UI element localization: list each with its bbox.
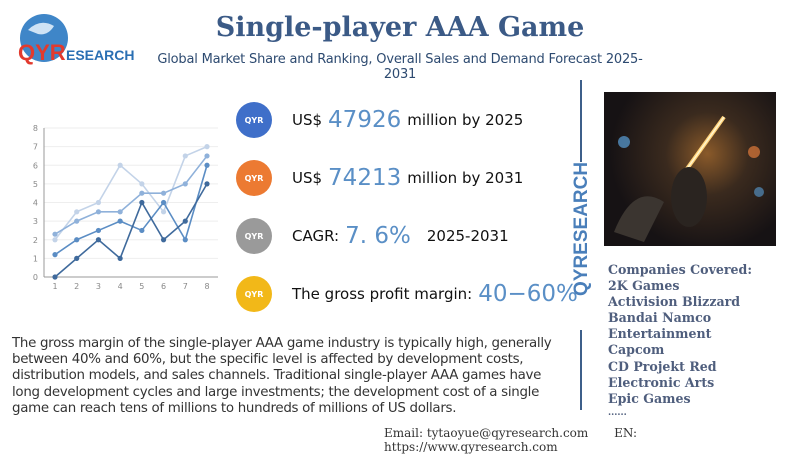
page-title: Single-player AAA Game (215, 12, 585, 43)
data-point (52, 231, 58, 237)
data-point (52, 274, 58, 280)
stat-value: 47926 (328, 107, 402, 133)
data-point (117, 209, 123, 215)
data-point (74, 218, 80, 224)
data-point (204, 144, 210, 150)
qyr-globe-icon: QYR (236, 276, 272, 312)
stat-suffix: million by 2025 (407, 111, 524, 129)
data-point (74, 255, 80, 261)
x-tick-label: 4 (118, 282, 123, 291)
data-point (182, 181, 188, 187)
y-tick-label: 7 (33, 143, 38, 152)
y-tick-label: 1 (33, 254, 38, 263)
footer: Email: tytaoyue@qyresearch.com EN: https… (384, 426, 800, 454)
stat-prefix: The gross profit margin: (292, 285, 473, 303)
data-point (204, 162, 210, 168)
companies-list: Companies Covered: 2K Games Activision B… (608, 262, 752, 419)
company-item: Entertainment (608, 326, 712, 342)
data-point (52, 252, 58, 258)
data-point (52, 237, 58, 243)
y-tick-label: 4 (33, 199, 38, 208)
x-tick-label: 2 (74, 282, 79, 291)
y-tick-label: 0 (33, 273, 38, 282)
data-point (117, 162, 123, 168)
qyr-globe-icon: QYR (236, 218, 272, 254)
data-point (204, 181, 210, 187)
series-line-1 (54, 145, 208, 241)
company-item: ...... (608, 407, 627, 418)
stat-2025: QYR US$ 47926 million by 2025 (236, 100, 523, 140)
svg-text:ESEARCH: ESEARCH (66, 47, 134, 63)
stat-cagr: QYR CAGR: 7. 6% 2025-2031 (236, 216, 509, 256)
game-artwork (604, 92, 776, 246)
company-item: 2K Games (608, 278, 680, 294)
company-item: CD Projekt Red (608, 358, 717, 374)
y-tick-label: 8 (33, 124, 38, 133)
stat-prefix: CAGR: (292, 227, 340, 245)
data-point (182, 218, 188, 224)
series-line-2 (54, 155, 208, 235)
stat-value: 7. 6% (345, 223, 411, 249)
stat-2031: QYR US$ 74213 million by 2031 (236, 158, 523, 198)
company-item: Activision Blizzard (608, 294, 741, 310)
x-tick-label: 8 (204, 282, 209, 291)
data-point (139, 190, 145, 196)
company-item: Bandai Namco (608, 310, 712, 326)
series-line-4 (54, 183, 208, 278)
footer-email[interactable]: Email: tytaoyue@qyresearch.com (384, 426, 589, 440)
company-item: Electronic Arts (608, 374, 715, 390)
data-point (182, 153, 188, 159)
data-point (74, 209, 80, 215)
data-point (95, 237, 102, 243)
qyr-globe-icon: QYR (236, 102, 272, 138)
data-point (160, 199, 167, 206)
series-line-3 (54, 165, 208, 256)
y-tick-label: 2 (33, 236, 38, 245)
data-point (139, 199, 145, 206)
vertical-brand: QYRESEARCH (571, 161, 592, 296)
x-tick-label: 3 (96, 282, 101, 291)
qyresearch-logo: QYR ESEARCH (14, 10, 139, 70)
data-point (160, 209, 167, 215)
x-tick-label: 5 (139, 282, 144, 291)
stat-prefix: US$ (292, 169, 323, 187)
data-point (95, 199, 102, 206)
x-tick-label: 7 (183, 282, 188, 291)
qyr-globe-icon: QYR (236, 160, 272, 196)
stat-prefix: US$ (292, 111, 323, 129)
stat-suffix: million by 2031 (407, 169, 524, 187)
data-point (139, 227, 145, 234)
stat-value: 74213 (328, 165, 402, 191)
description-paragraph: The gross margin of the single-player AA… (12, 336, 552, 416)
companies-heading: Companies Covered: (608, 262, 752, 277)
data-point (95, 227, 102, 234)
stat-suffix: 2025-2031 (426, 227, 509, 245)
data-point (204, 153, 210, 159)
divider (580, 80, 582, 162)
x-tick-label: 6 (161, 282, 166, 291)
x-tick-label: 1 (52, 282, 57, 291)
line-chart: 0 1 2 3 4 5 6 7 8 1 2 3 4 5 6 7 8 (33, 124, 218, 291)
company-item: Epic Games (608, 390, 691, 406)
data-point (95, 209, 102, 215)
divider (580, 330, 582, 410)
y-tick-label: 6 (33, 161, 38, 170)
y-tick-label: 3 (33, 217, 38, 226)
stat-value: 40−60% (478, 281, 578, 307)
data-point (160, 237, 167, 243)
data-point (182, 237, 188, 243)
y-tick-label: 5 (33, 180, 38, 189)
data-point (139, 181, 145, 187)
svg-text:QYR: QYR (18, 40, 66, 65)
company-item: Capcom (608, 342, 665, 358)
data-point (117, 218, 123, 224)
data-point (160, 190, 167, 196)
data-point (117, 255, 123, 261)
stat-margin: QYR The gross profit margin: 40−60% (236, 274, 584, 314)
data-point (74, 237, 80, 243)
page-subtitle: Global Market Share and Ranking, Overall… (157, 52, 643, 82)
